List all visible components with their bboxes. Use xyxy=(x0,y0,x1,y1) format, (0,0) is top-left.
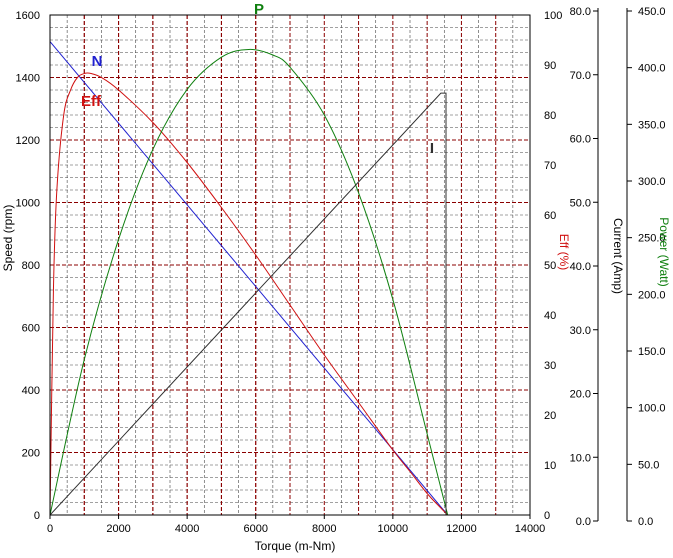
series-label-eff: Eff xyxy=(81,93,102,110)
speed-tick-label: 1200 xyxy=(16,135,40,147)
power-tick-label: 150.0 xyxy=(638,346,666,358)
current-tick-label: 50.0 xyxy=(570,197,591,209)
x-tick-label: 14000 xyxy=(515,523,546,535)
x-axis-title: Torque (m-Nm) xyxy=(255,539,336,553)
power-axis-title: Power (Watt) xyxy=(657,217,671,287)
current-tick-label: 70.0 xyxy=(570,70,591,82)
power-tick-label: 100.0 xyxy=(638,403,666,415)
series-line-eff xyxy=(49,72,449,516)
plot-frame xyxy=(49,14,531,516)
power-tick-label: 250.0 xyxy=(638,233,666,245)
current-tick-label: 30.0 xyxy=(570,325,591,337)
eff-tick-label: 80 xyxy=(544,110,556,122)
chart-axes xyxy=(49,8,628,521)
power-tick-label: 400.0 xyxy=(638,63,666,75)
chart-tick-labels: 0 2000 4000 6000 8000 10000 12000 1400002004006… xyxy=(16,6,666,535)
speed-tick-label: 1400 xyxy=(16,73,40,85)
eff-tick-label: 90 xyxy=(544,60,556,72)
speed-tick-label: 1000 xyxy=(16,198,40,210)
x-tick-label: 6000 xyxy=(243,523,267,535)
power-tick-label: 450.0 xyxy=(638,6,666,18)
speed-tick-label: 1600 xyxy=(16,10,40,22)
eff-tick-label: 60 xyxy=(544,210,556,222)
series-line-p xyxy=(49,48,449,516)
x-tick-label: 12000 xyxy=(446,523,477,535)
current-axis-title: Current (Amp) xyxy=(611,218,625,294)
chart-series xyxy=(49,41,449,516)
series-label-p: P xyxy=(254,1,264,18)
power-tick-label: 200.0 xyxy=(638,289,666,301)
power-tick-label: 0.0 xyxy=(638,516,653,528)
current-tick-label: 0.0 xyxy=(576,516,591,528)
speed-axis-title: Speed (rpm) xyxy=(1,205,15,272)
eff-tick-label: 0 xyxy=(544,510,550,522)
current-tick-label: 10.0 xyxy=(570,452,591,464)
power-tick-label: 50.0 xyxy=(638,459,659,471)
series-line-i xyxy=(49,92,447,516)
current-tick-label: 20.0 xyxy=(570,389,591,401)
speed-tick-label: 400 xyxy=(22,385,40,397)
eff-tick-label: 20 xyxy=(544,410,556,422)
speed-tick-label: 0 xyxy=(34,510,40,522)
series-line-n xyxy=(49,41,449,516)
current-tick-label: 80.0 xyxy=(570,6,591,18)
eff-tick-label: 50 xyxy=(544,260,556,272)
chart-series-labels: N Eff P I xyxy=(81,1,434,157)
eff-axis-title: Eff (%) xyxy=(557,234,571,270)
speed-tick-label: 800 xyxy=(22,260,40,272)
x-tick-label: 8000 xyxy=(312,523,336,535)
x-tick-label: 2000 xyxy=(106,523,130,535)
eff-tick-label: 70 xyxy=(544,160,556,172)
x-tick-label: 4000 xyxy=(175,523,199,535)
eff-tick-label: 40 xyxy=(544,310,556,322)
eff-tick-label: 100 xyxy=(544,10,562,22)
x-tick-label: 0 xyxy=(47,523,53,535)
current-tick-label: 60.0 xyxy=(570,134,591,146)
power-tick-label: 300.0 xyxy=(638,176,666,188)
current-tick-label: 40.0 xyxy=(570,261,591,273)
eff-tick-label: 30 xyxy=(544,360,556,372)
power-tick-label: 350.0 xyxy=(638,119,666,131)
speed-tick-label: 200 xyxy=(22,448,40,460)
series-label-n: N xyxy=(92,53,103,70)
series-label-i: I xyxy=(430,140,434,157)
chart-grid xyxy=(50,15,530,515)
x-tick-label: 10000 xyxy=(378,523,409,535)
speed-tick-label: 600 xyxy=(22,323,40,335)
eff-tick-label: 10 xyxy=(544,460,556,472)
